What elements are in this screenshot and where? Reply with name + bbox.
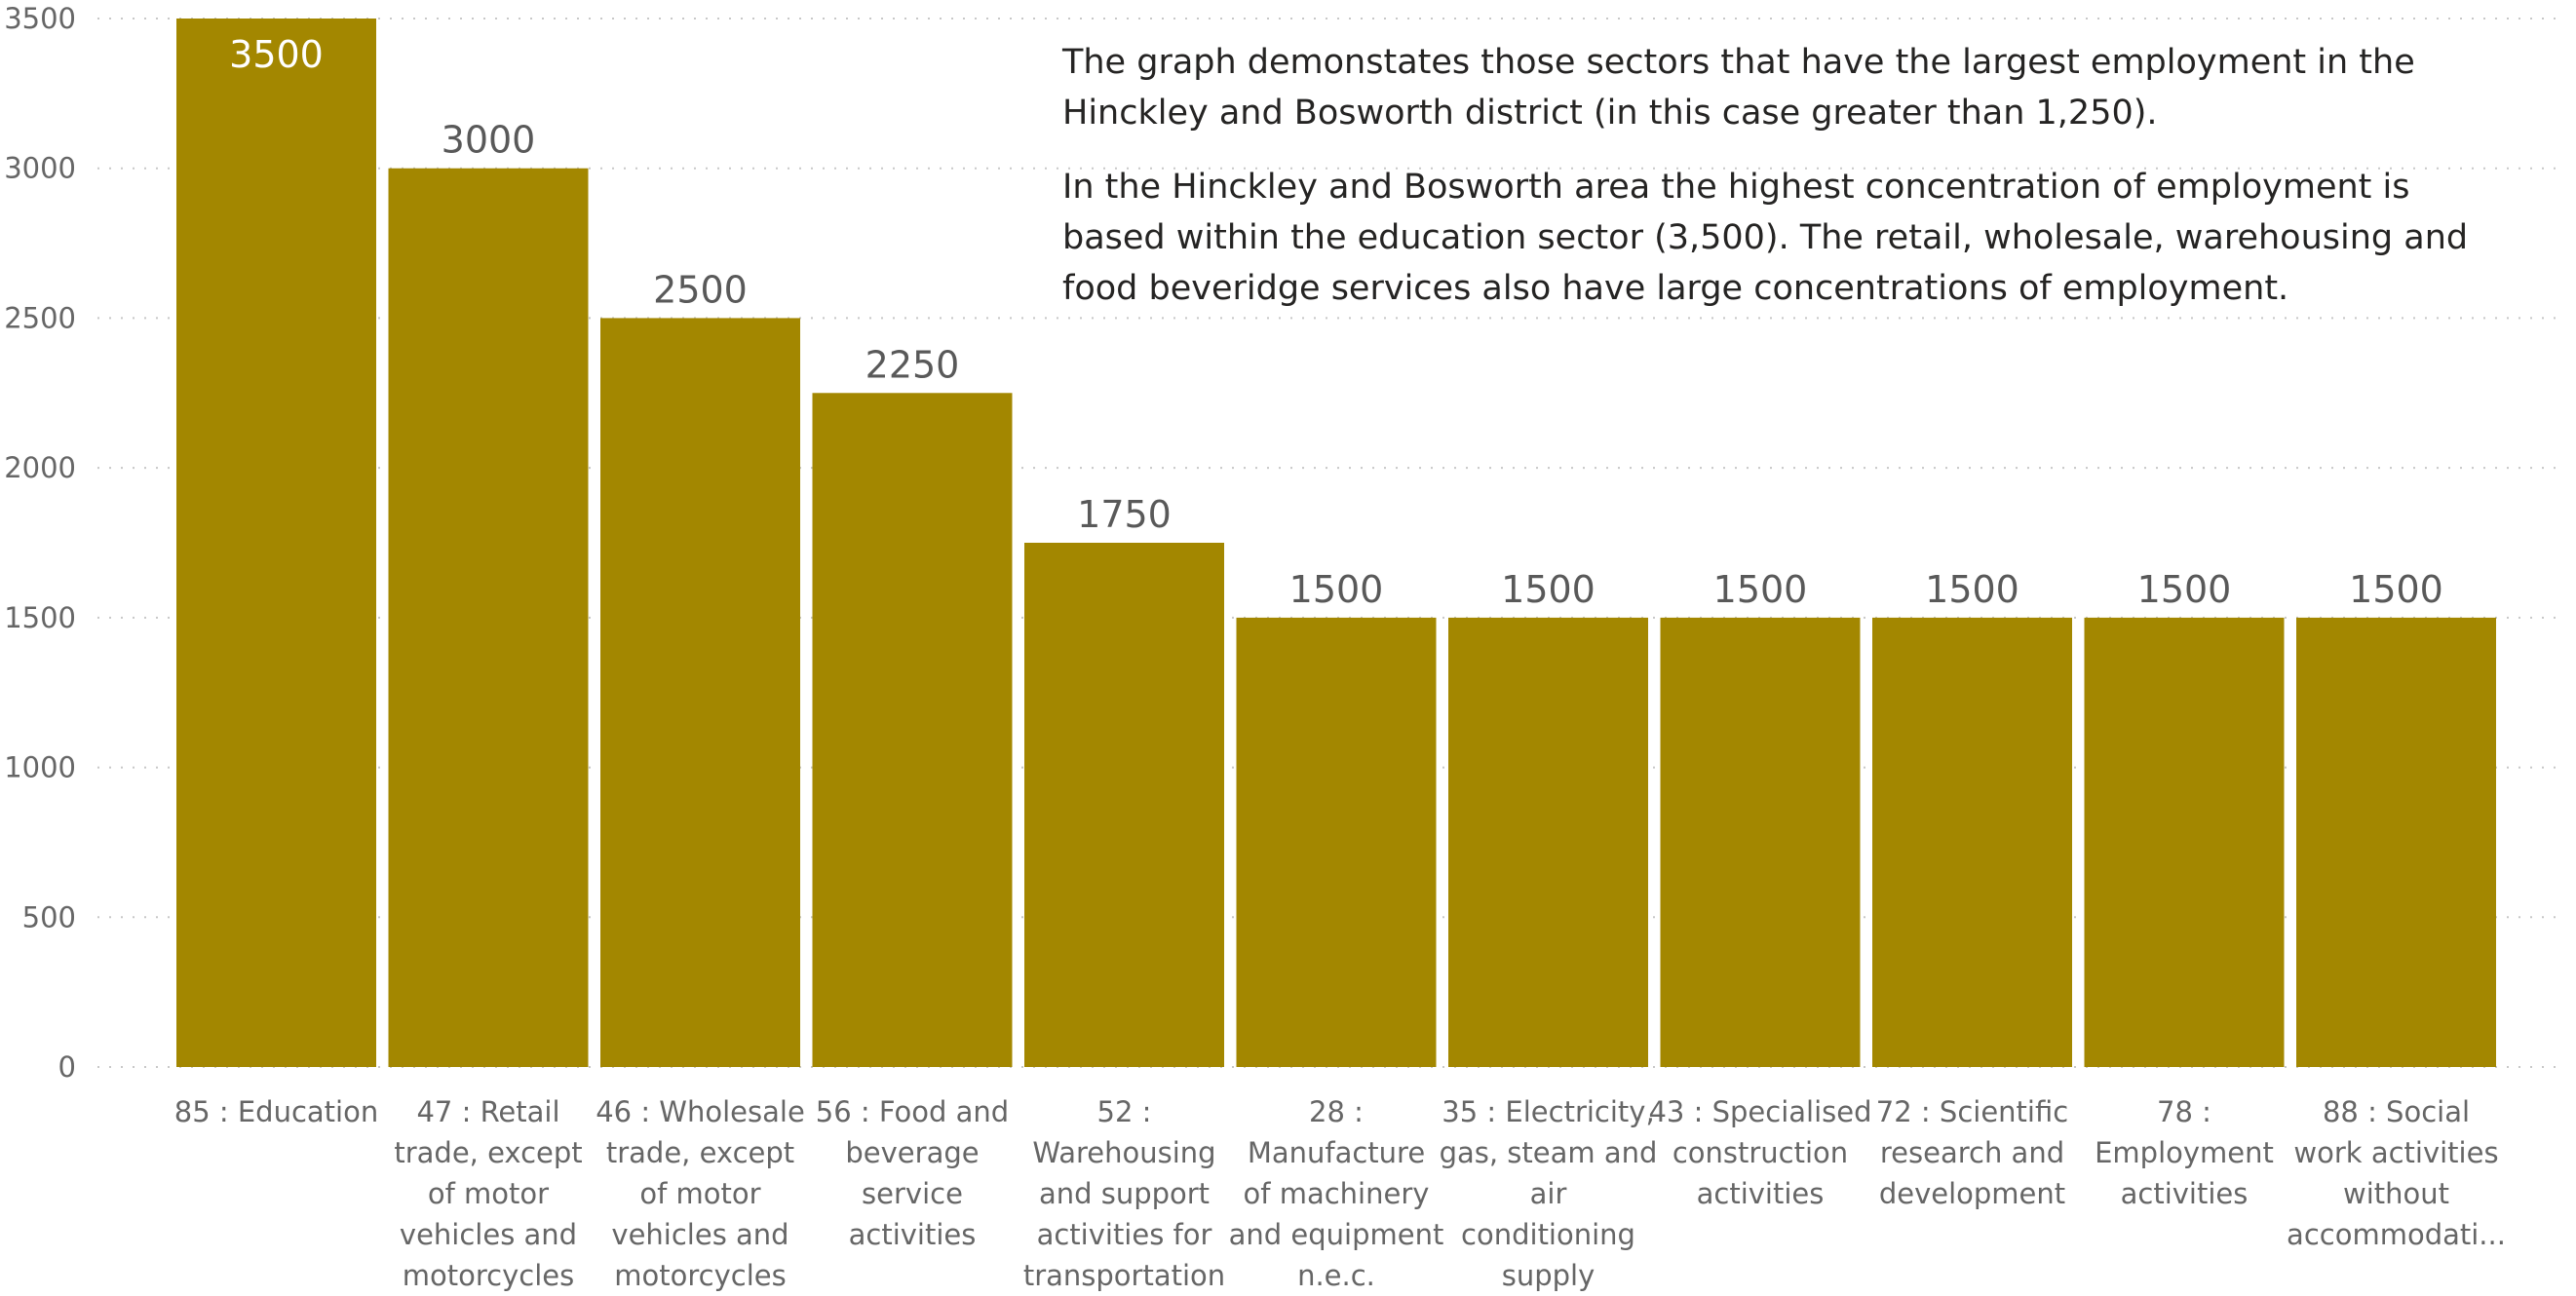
x-tick-label: 47 : Retail trade, except of motor vehicles… (394, 1095, 582, 1292)
bar (2084, 617, 2285, 1067)
y-axis-ticks: 0 500 1000 1500 2000 2500 3000 3500 (4, 2, 76, 1084)
value-labels: 3500 3000 2500 2250 1750 1500 1500 1500 1500 1500… (229, 33, 2443, 611)
x-tick-label: 88 : Social work activities without accommo… (2287, 1095, 2506, 1251)
x-tick-label: 78 : Employment activities (2095, 1095, 2274, 1210)
y-tick-label: 0 (58, 1050, 76, 1084)
category-labels: 85 : Education 47 : Retail trade, except of… (174, 1095, 2506, 1292)
annotation-paragraph-2: In the Hinckley and Bosworth area the hi… (1062, 168, 2469, 308)
bar (1024, 543, 1224, 1067)
data-label: 2250 (865, 343, 960, 386)
y-tick-label: 2000 (4, 451, 76, 484)
bar (1236, 617, 1437, 1067)
bar (2296, 617, 2496, 1067)
x-tick-label: 56 : Food and beverage service activities (816, 1095, 1009, 1251)
data-label: 1500 (1925, 568, 2019, 611)
data-label: 3500 (229, 33, 324, 76)
bar (1660, 617, 1861, 1067)
y-tick-label: 3500 (4, 2, 76, 35)
x-tick-label: 43 : Specialised construction activities (1648, 1095, 1871, 1210)
x-tick-label: 52 : Warehousing and support activities for… (1023, 1095, 1225, 1292)
bars (176, 19, 2496, 1067)
data-label: 2500 (653, 268, 748, 311)
data-label: 1750 (1077, 493, 1172, 536)
bar (1872, 617, 2072, 1067)
annotation-textbox: The graph demonstates those sectors that… (1062, 37, 2515, 337)
y-tick-label: 3000 (4, 152, 76, 185)
y-tick-label: 500 (22, 900, 76, 934)
data-label: 1500 (1289, 568, 1384, 611)
y-tick-label: 1500 (4, 601, 76, 634)
annotation-paragraph-1: The graph demonstates those sectors that… (1062, 43, 2415, 133)
data-label: 1500 (1713, 568, 1808, 611)
x-tick-label: 72 : Scientific research and development (1876, 1095, 2068, 1210)
bar (1448, 617, 1648, 1067)
data-label: 1500 (1501, 568, 1596, 611)
bar (600, 318, 800, 1067)
y-tick-label: 2500 (4, 301, 76, 334)
data-label: 1500 (2349, 568, 2443, 611)
x-tick-label: 28 : Manufacture of machinery and equipment… (1229, 1095, 1444, 1292)
bar (176, 19, 376, 1067)
y-tick-label: 1000 (4, 751, 76, 784)
data-label: 3000 (442, 119, 536, 162)
data-label: 1500 (2137, 568, 2232, 611)
bar (812, 393, 1013, 1067)
x-tick-label: 85 : Education (174, 1095, 379, 1128)
x-tick-label: 46 : Wholesale trade, except of motor vehic… (596, 1095, 805, 1292)
x-tick-label: 35 : Electricity, gas, steam and air condit… (1440, 1095, 1658, 1292)
bar (388, 168, 589, 1067)
